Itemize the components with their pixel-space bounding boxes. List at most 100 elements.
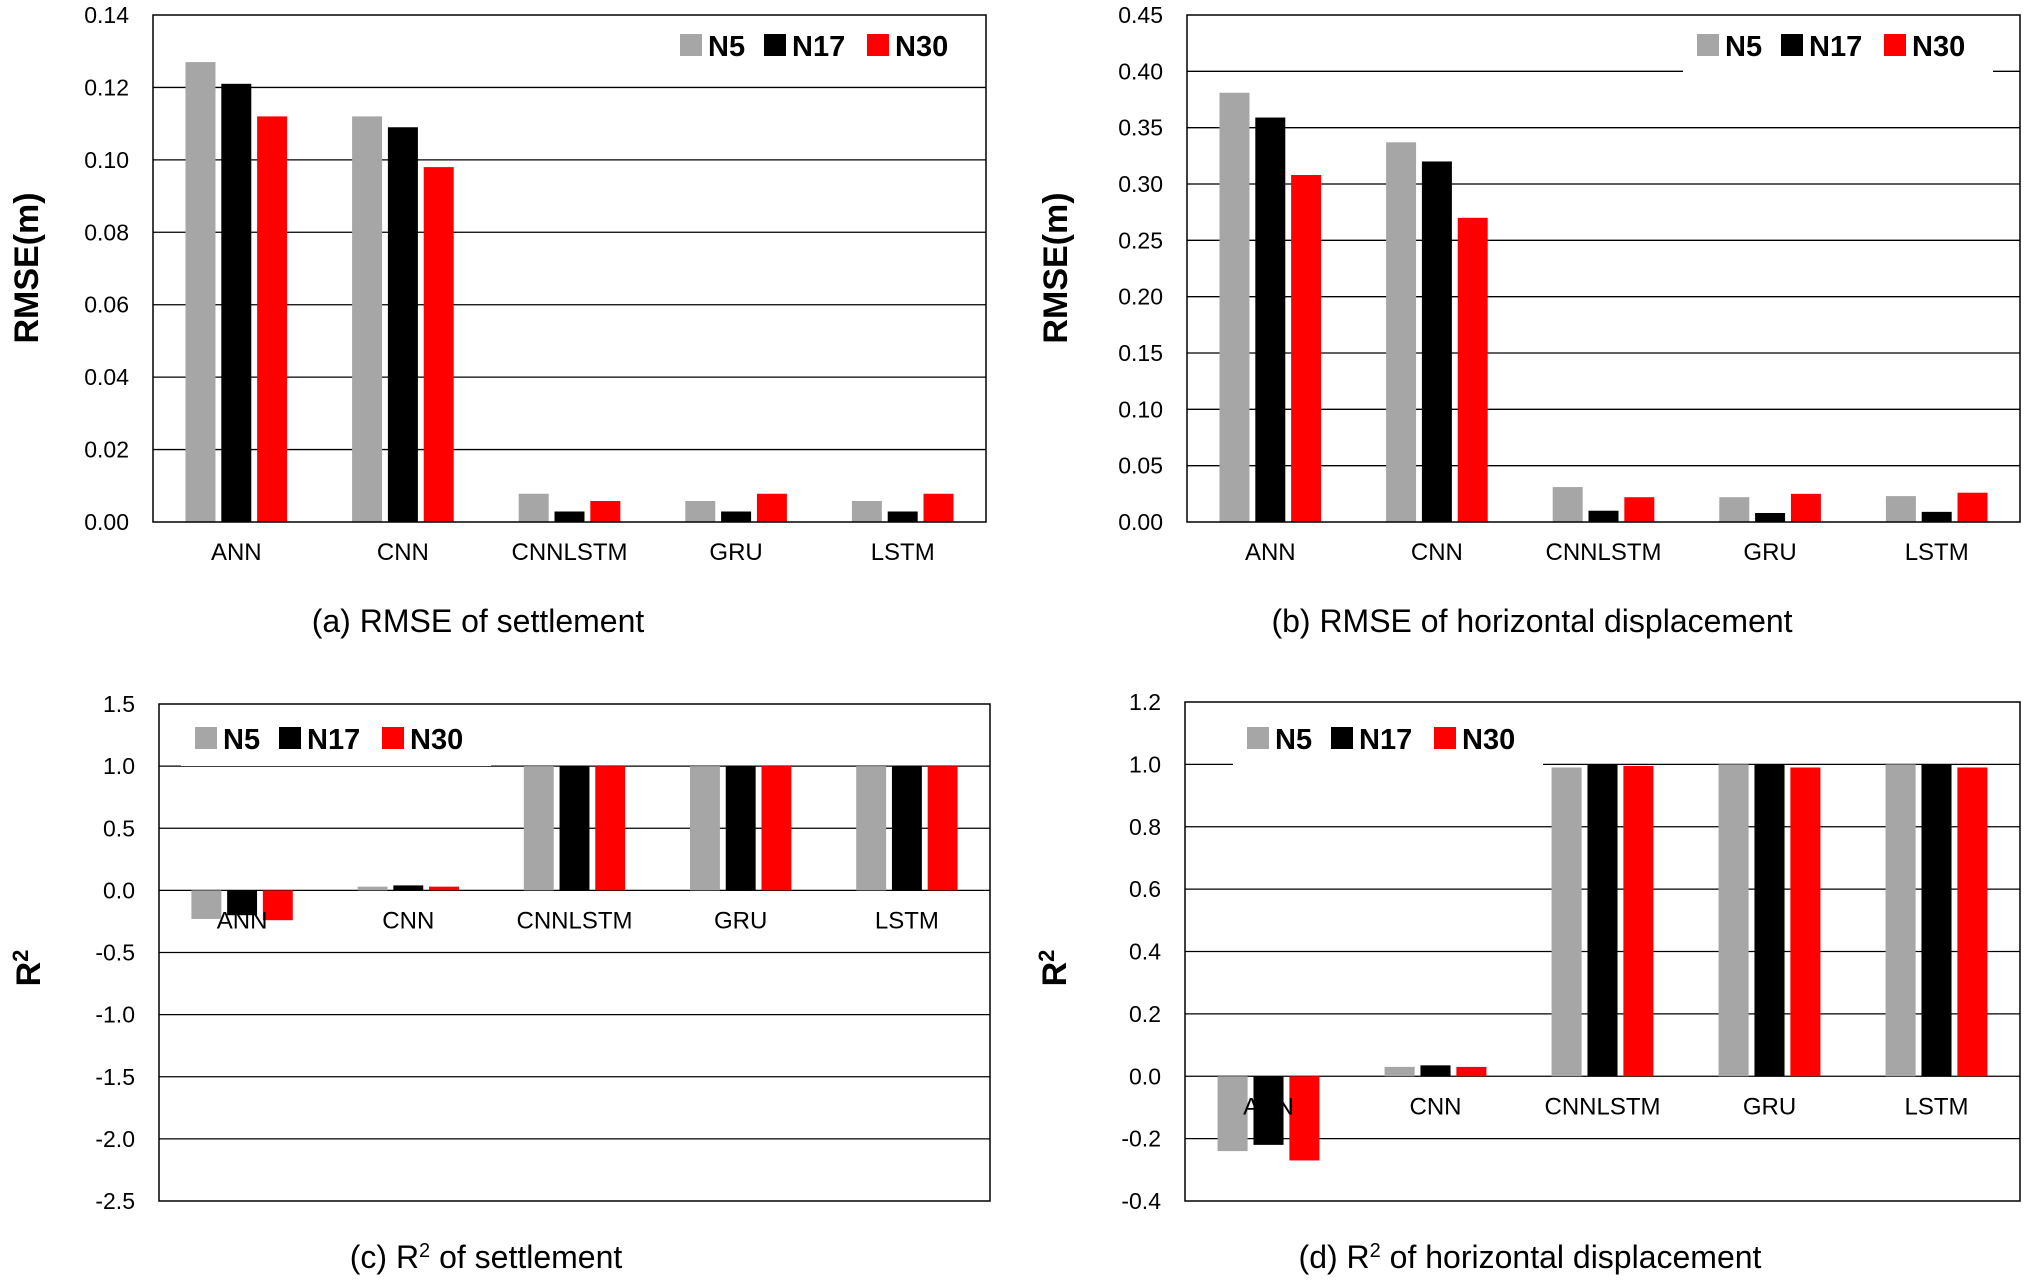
y-tick-label: 0.40 — [1118, 58, 1163, 84]
bar-n5-gru — [1719, 497, 1750, 522]
y-tick-label: 0.00 — [84, 509, 129, 535]
legend: N5 N17 N30 — [1683, 19, 1993, 73]
legend-background — [1233, 712, 1543, 766]
y-tick-label: 0.35 — [1118, 115, 1163, 141]
x-category-label: CNN — [1411, 539, 1463, 566]
bar-n30-ann — [1289, 1076, 1320, 1161]
x-category-label: LSTM — [1905, 539, 1969, 566]
x-category-label: GRU — [1743, 1093, 1796, 1120]
y-tick-label: -0.4 — [1121, 1188, 1161, 1214]
bar-n17-cnnlstm — [1587, 764, 1618, 1077]
bar-n17-ann — [221, 83, 252, 523]
bar-n5-cnn — [1384, 1066, 1415, 1077]
plot-border — [1186, 14, 2021, 523]
legend-label-n17: N17 — [307, 724, 360, 756]
x-category-label: CNN — [1410, 1093, 1462, 1120]
bar-n5-cnn — [1386, 142, 1417, 522]
x-category-label: GRU — [714, 907, 767, 934]
plot-border — [158, 703, 991, 1202]
bar-n30-lstm — [923, 493, 954, 522]
x-category-label: CNNLSTM — [1544, 1093, 1660, 1120]
legend: N5 N17 N30 — [666, 19, 976, 73]
legend-label-n5: N5 — [223, 724, 260, 756]
bar-n30-lstm — [1957, 767, 1988, 1077]
bar-n17-cnn — [1420, 1065, 1451, 1077]
y-tick-label: 0.8 — [1129, 814, 1161, 840]
y-tick-label: -2.0 — [95, 1126, 135, 1152]
bar-n17-lstm — [891, 766, 922, 891]
bar-n5-ann — [191, 890, 222, 919]
y-tick-label: 1.0 — [1129, 751, 1161, 777]
y-tick-label: -2.5 — [95, 1188, 135, 1214]
bar-n5-cnn — [352, 116, 383, 523]
bar-n30-ann — [1291, 174, 1322, 522]
legend-label-n30: N30 — [1462, 724, 1515, 756]
bar-n17-cnnlstm — [559, 766, 590, 891]
bar-n5-cnnlstm — [1551, 767, 1582, 1077]
y-axis-title: RMSE(m) — [1037, 192, 1075, 343]
bar-n17-ann — [1255, 117, 1286, 522]
bar-n30-cnn — [429, 886, 459, 891]
y-tick-label: 0.0 — [103, 877, 135, 903]
y-tick-label: 0.14 — [84, 2, 129, 28]
legend-swatch-n5 — [1247, 727, 1269, 749]
legend-background — [181, 712, 491, 766]
bar-n30-cnnlstm — [1623, 765, 1654, 1077]
legend-swatch-n17 — [279, 727, 301, 749]
legend-label-n17: N17 — [1359, 724, 1412, 756]
y-tick-label: 1.5 — [103, 691, 135, 717]
y-tick-label: -1.0 — [95, 1002, 135, 1028]
bar-n30-gru — [756, 493, 787, 522]
x-category-label: CNNLSTM — [511, 539, 627, 566]
plot-border — [1184, 701, 2021, 1202]
y-axis-title: RMSE(m) — [8, 192, 46, 343]
plot-area — [153, 15, 986, 522]
y-tick-label: 0.08 — [84, 219, 129, 245]
y-tick-label: 1.0 — [103, 753, 135, 779]
bar-n30-ann — [262, 890, 293, 921]
bar-n30-cnn — [1456, 1066, 1487, 1077]
bar-n17-ann — [227, 890, 258, 916]
x-category-label: CNNLSTM — [1545, 539, 1661, 566]
y-axis-title: R2 — [8, 950, 49, 987]
chart-caption: (c) R2 of settlement — [350, 1239, 623, 1275]
y-tick-label: 0.06 — [84, 292, 129, 318]
bar-n17-cnnlstm — [554, 511, 585, 522]
legend-label-n5: N5 — [1725, 31, 1762, 63]
y-tick-label: 0.10 — [84, 147, 129, 173]
bar-n17-gru — [721, 511, 752, 522]
y-tick-label: 0.20 — [1118, 284, 1163, 310]
y-tick-label: -0.5 — [95, 940, 135, 966]
legend-swatch-n30 — [382, 727, 404, 749]
y-tick-label: 0.6 — [1129, 876, 1161, 902]
bar-n30-cnnlstm — [595, 766, 626, 891]
bar-n30-lstm — [927, 766, 958, 891]
bar-n30-gru — [1790, 493, 1821, 522]
y-tick-label: 0.12 — [84, 74, 129, 100]
bar-n5-lstm — [851, 500, 882, 522]
legend: N5 N17 N30 — [181, 712, 491, 766]
legend-label-n30: N30 — [895, 31, 948, 63]
x-category-label: CNN — [377, 539, 429, 566]
y-tick-label: 1.2 — [1129, 689, 1161, 715]
y-tick-label: 0.02 — [84, 437, 129, 463]
y-tick-label: 0.30 — [1118, 171, 1163, 197]
bar-n17-lstm — [1921, 764, 1952, 1077]
plot-area — [1187, 15, 2020, 522]
legend-label-n5: N5 — [708, 31, 745, 63]
bar-n5-lstm — [856, 766, 887, 891]
bar-n30-cnnlstm — [1624, 497, 1655, 522]
bar-n30-ann — [257, 116, 288, 523]
bar-n5-ann — [1219, 92, 1250, 523]
y-tick-label: 0.5 — [103, 815, 135, 841]
bar-n5-cnnlstm — [1552, 487, 1583, 522]
y-tick-label: 0.04 — [84, 364, 129, 390]
legend-label-n30: N30 — [1912, 31, 1965, 63]
x-category-label: CNN — [382, 907, 434, 934]
x-category-label: LSTM — [871, 539, 935, 566]
legend-label-n5: N5 — [1275, 724, 1312, 756]
y-axis-title: R2 — [1034, 950, 1075, 987]
bar-n5-cnnlstm — [523, 766, 554, 891]
chart-caption: (d) R2 of horizontal displacement — [1299, 1239, 1762, 1275]
x-category-label: LSTM — [1904, 1093, 1968, 1120]
